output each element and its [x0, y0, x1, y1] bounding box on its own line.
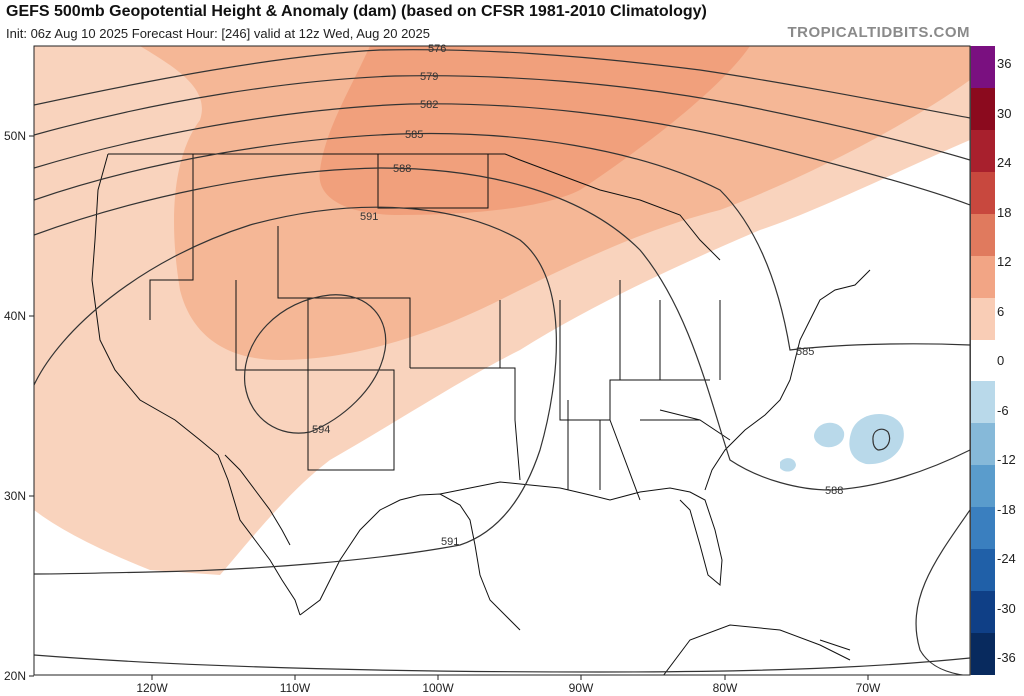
contour-label: 582	[420, 99, 438, 111]
height-contours	[34, 49, 970, 675]
contour-588	[34, 167, 970, 491]
colorbar-tick-label: -30	[997, 600, 1016, 616]
anomaly-colorbar	[970, 46, 995, 676]
colorbar-segment	[971, 549, 995, 592]
colorbar-tick-label: 36	[997, 56, 1012, 71]
contour-label: 585	[405, 129, 423, 141]
contour-576	[34, 49, 970, 119]
contour-label: 591	[360, 211, 378, 223]
contour-label: 576	[428, 43, 446, 55]
colorbar-segment	[971, 87, 995, 131]
map-title: GEFS 500mb Geopotential Height & Anomaly…	[6, 3, 707, 20]
colorbar-segment	[971, 423, 995, 466]
lat-label: 20N	[4, 669, 26, 683]
colorbar-segment	[971, 381, 995, 424]
colorbar-segment	[971, 213, 995, 257]
map-subtitle: Init: 06z Aug 10 2025 Forecast Hour: [24…	[6, 26, 430, 41]
colorbar-tick-label: -12	[997, 452, 1016, 467]
colorbar-segment	[971, 339, 995, 382]
contour-579	[34, 75, 970, 161]
contour-591-right	[34, 654, 970, 673]
lon-label: 70W	[856, 681, 881, 695]
colorbar-segment	[971, 255, 995, 299]
colorbar-segment	[971, 171, 995, 215]
longitude-labels: 120W 110W 100W 90W 80W 70W	[136, 681, 881, 695]
colorbar-tick-label: 24	[997, 155, 1012, 170]
colorbar-tick-label: -36	[997, 650, 1016, 665]
contour-591	[34, 206, 557, 575]
colorbar-segment	[971, 591, 995, 634]
latitude-labels: 50N 40N 30N 20N	[4, 129, 26, 683]
colorbar-segment	[971, 507, 995, 550]
colorbar-segment	[971, 633, 995, 676]
lon-label: 80W	[713, 681, 738, 695]
anomaly-fill-plus9	[319, 46, 750, 215]
contour-label: 588	[393, 163, 411, 175]
lon-label: 120W	[136, 681, 168, 695]
lon-label: 110W	[280, 681, 311, 695]
contour-label: 585	[796, 346, 814, 358]
contour-label: 591	[441, 536, 459, 548]
lon-label: 100W	[422, 681, 454, 695]
lat-label: 40N	[4, 309, 26, 323]
colorbar-tick-label: 12	[997, 254, 1012, 269]
colorbar-tick-label: -24	[997, 551, 1016, 566]
colorbar-segment	[971, 465, 995, 508]
colorbar-tick-label: 0	[997, 353, 1005, 368]
contour-585	[34, 132, 970, 351]
lat-label: 30N	[4, 489, 26, 503]
contour-591-atlantic	[915, 509, 970, 675]
anomaly-fill-minus3-c	[780, 458, 796, 472]
lat-label: 50N	[4, 129, 26, 143]
contour-label: 579	[420, 71, 438, 83]
anomaly-fill-minus3-a	[849, 413, 904, 465]
anomaly-fill-minus3-b	[814, 422, 845, 448]
contour-label: 594	[312, 424, 330, 436]
colorbar-tick-label: -6	[997, 402, 1009, 418]
contour-582	[34, 103, 970, 206]
colorbar-segment	[971, 46, 995, 89]
colorbar-tick-label: 18	[997, 204, 1012, 220]
contour-label: 588	[825, 485, 843, 497]
colorbar-tick-label: 6	[997, 303, 1005, 319]
colorbar-tick-label: -18	[997, 501, 1016, 517]
colorbar-segment	[971, 129, 995, 173]
contour-594	[244, 294, 387, 434]
lon-label: 90W	[569, 681, 594, 695]
brand-watermark: TROPICALTIDBITS.COM	[787, 24, 970, 41]
colorbar-segment	[971, 297, 995, 341]
colorbar-tick-label: 30	[997, 105, 1012, 121]
contour-585-low	[872, 428, 891, 451]
